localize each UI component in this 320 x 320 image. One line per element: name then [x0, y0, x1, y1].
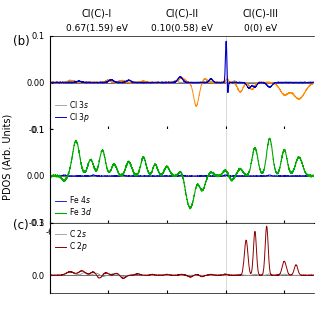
Fe 4$s$	[149, 174, 153, 178]
Fe 4$s$	[48, 174, 52, 178]
Line: Fe 4$s$: Fe 4$s$	[50, 175, 314, 176]
Cl 3$p$	[48, 80, 52, 84]
Text: 0(0) eV: 0(0) eV	[244, 24, 277, 33]
Legend: Cl 3$s$, Cl 3$p$: Cl 3$s$, Cl 3$p$	[53, 97, 92, 125]
Cl 3$s$	[78, 81, 82, 84]
Text: (c): (c)	[13, 219, 28, 232]
Text: Cl(C)-II: Cl(C)-II	[165, 8, 198, 18]
Cl 3$s$	[48, 80, 52, 84]
Cl 3$p$	[149, 81, 153, 84]
Cl 3$s$	[307, 80, 310, 84]
Fe 4$s$	[91, 173, 95, 177]
Text: Cl(C)-III: Cl(C)-III	[243, 8, 279, 18]
Fe 3$d$	[312, 174, 316, 178]
Cl 3$s$	[68, 78, 72, 82]
Text: PDOS (Arb. Units): PDOS (Arb. Units)	[3, 114, 13, 200]
Fe 4$s$	[93, 173, 97, 177]
Cl 3$p$	[278, 81, 282, 84]
Fe 3$d$	[188, 207, 192, 211]
Fe 3$d$	[268, 136, 272, 140]
Cl 3$p$	[226, 91, 230, 94]
Cl 3$s$	[160, 81, 164, 84]
Text: (b): (b)	[13, 35, 29, 48]
Fe 4$s$	[248, 174, 252, 178]
Fe 4$s$	[278, 174, 282, 178]
Cl 3$p$	[93, 80, 97, 84]
Cl 3$s$	[225, 81, 229, 85]
Text: Cl(C)-I: Cl(C)-I	[82, 8, 112, 18]
Fe 4$s$	[160, 174, 164, 178]
Fe 3$d$	[48, 174, 52, 178]
Fe 3$d$	[149, 172, 153, 176]
Fe 3$d$	[160, 172, 164, 175]
Text: 0.67(1.59) eV: 0.67(1.59) eV	[66, 24, 128, 33]
Fe 4$s$	[312, 174, 316, 178]
Cl 3$p$	[160, 81, 164, 84]
Cl 3$p$	[78, 79, 82, 83]
Line: Fe 3$d$: Fe 3$d$	[50, 138, 314, 209]
Cl 3$s$	[278, 81, 282, 84]
Cl 3$p$	[224, 39, 228, 43]
Cl 3$p$	[312, 81, 316, 84]
Text: 0.10(0.58) eV: 0.10(0.58) eV	[151, 24, 212, 33]
Fe 4$s$	[307, 174, 310, 178]
Fe 3$d$	[278, 164, 282, 168]
Cl 3$s$	[149, 81, 153, 84]
X-axis label: Energy (eV): Energy (eV)	[153, 238, 210, 248]
Fe 3$d$	[78, 154, 82, 158]
Fe 3$d$	[307, 174, 310, 178]
Cl 3$p$	[307, 81, 310, 84]
Cl 3$s$	[93, 81, 97, 84]
Fe 4$s$	[78, 174, 82, 178]
Legend: Fe 4$s$, Fe 3$d$: Fe 4$s$, Fe 3$d$	[53, 193, 93, 219]
Line: Cl 3$p$: Cl 3$p$	[50, 41, 314, 92]
Line: Cl 3$s$: Cl 3$s$	[50, 80, 314, 83]
Fe 3$d$	[93, 168, 97, 172]
Legend: C 2$s$, C 2$p$: C 2$s$, C 2$p$	[53, 227, 89, 255]
Cl 3$s$	[312, 81, 316, 84]
